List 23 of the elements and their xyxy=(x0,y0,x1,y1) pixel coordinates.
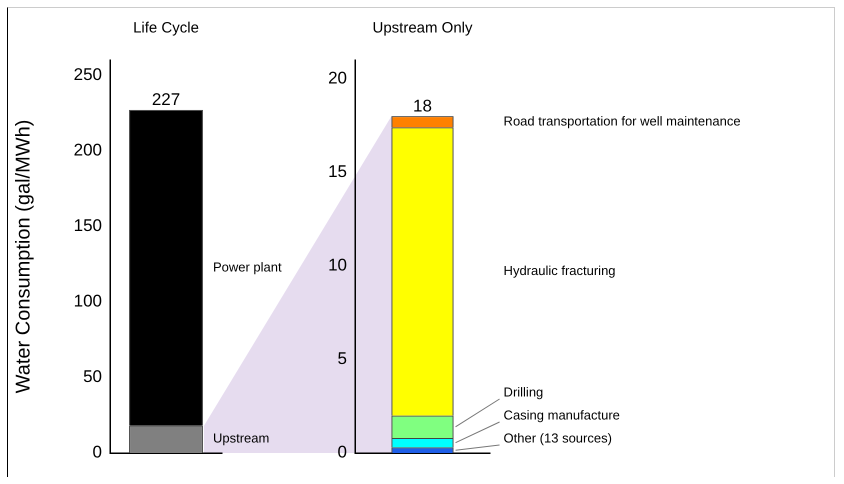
y-axis-title: Water Consumption (gal/MWh) xyxy=(12,120,35,394)
y-tick-label: 200 xyxy=(74,140,102,160)
y-tick-label: 15 xyxy=(328,162,347,181)
series-label: Power plant xyxy=(212,259,282,274)
y-tick-label: 250 xyxy=(74,64,102,84)
text: Other (13 sources) xyxy=(504,430,612,446)
y-tick-label: 0 xyxy=(92,442,102,462)
y-tick-label: 50 xyxy=(83,367,102,386)
y-tick-label: 20 xyxy=(328,68,347,88)
series-label: Upstream xyxy=(212,430,270,446)
y-tick-label: 150 xyxy=(74,216,102,235)
total-label: 227 xyxy=(152,90,180,110)
text: Road transportation for well maintenance xyxy=(504,113,741,128)
text: Hydraulic fracturing xyxy=(504,263,616,278)
y-tick-label: 0 xyxy=(338,442,347,462)
chart-title: Life Cycle xyxy=(133,20,199,37)
text: Casing manufacture xyxy=(504,408,620,423)
chart-title: Upstream Only xyxy=(372,20,474,37)
total-label: 18 xyxy=(413,96,432,116)
y-tick-label: 100 xyxy=(74,292,102,311)
text: Drilling xyxy=(504,384,544,400)
y-tick-label: 10 xyxy=(328,256,347,275)
y-tick-label: 5 xyxy=(338,349,347,368)
